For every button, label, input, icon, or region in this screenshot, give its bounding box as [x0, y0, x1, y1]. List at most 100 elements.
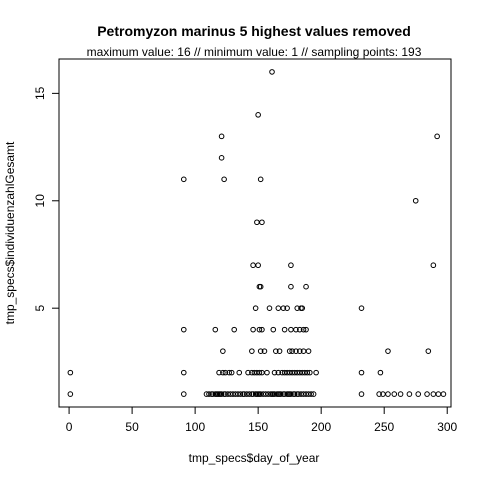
- data-point: [257, 348, 264, 354]
- data-point: [296, 326, 303, 333]
- data-point: [220, 369, 226, 376]
- data-point: [272, 348, 279, 354]
- data-point: [218, 155, 225, 161]
- data-point: [67, 391, 74, 397]
- data-point: [218, 391, 225, 397]
- data-point: [300, 326, 307, 333]
- data-point: [220, 348, 226, 354]
- data-point: [280, 305, 287, 311]
- data-point: [313, 369, 319, 376]
- data-point: [299, 305, 306, 311]
- data-point: [180, 176, 187, 183]
- data-point: [278, 391, 284, 397]
- data-point: [271, 369, 278, 376]
- data-point: [286, 348, 293, 354]
- data-point: [250, 262, 256, 269]
- data-point: [425, 348, 432, 354]
- data-point: [252, 305, 259, 311]
- data-point: [284, 305, 290, 311]
- data-point: [255, 262, 261, 269]
- data-point: [222, 369, 229, 376]
- data-point: [269, 69, 275, 75]
- data-point: [385, 348, 391, 354]
- data-point: [206, 391, 212, 397]
- data-point: [67, 369, 74, 376]
- data-point: [377, 369, 384, 376]
- data-point: [435, 391, 442, 397]
- data-point: [221, 176, 227, 183]
- data-point: [261, 348, 268, 354]
- data-point: [275, 369, 282, 376]
- chart-title: Petromyzon marinus 5 highest values remo…: [97, 23, 411, 39]
- data-point: [180, 391, 187, 397]
- data-point: [257, 283, 264, 290]
- data-point: [430, 262, 437, 269]
- data-point: [308, 391, 314, 397]
- y-tick-label: 10: [33, 194, 47, 208]
- data-point: [231, 326, 238, 333]
- data-point: [307, 369, 313, 376]
- data-point: [304, 369, 311, 376]
- data-point: [397, 391, 404, 397]
- chart-subtitle: maximum value: 16 // minimum value: 1 //…: [87, 45, 422, 59]
- x-tick-label: 150: [248, 420, 268, 434]
- data-point: [288, 326, 294, 333]
- data-point: [256, 326, 263, 333]
- data-point: [385, 391, 391, 397]
- data-point: [270, 326, 277, 333]
- data-point: [376, 391, 382, 397]
- data-point: [358, 391, 365, 397]
- data-point: [358, 305, 365, 311]
- data-point: [256, 369, 263, 376]
- data-point: [266, 305, 273, 311]
- x-tick-label: 100: [185, 420, 205, 434]
- data-point: [245, 369, 251, 376]
- x-tick-label: 250: [374, 420, 394, 434]
- data-point: [310, 391, 317, 397]
- x-tick-label: 200: [311, 420, 331, 434]
- x-axis: 0 50 100 150 200 250 300: [66, 406, 458, 434]
- data-point: [236, 369, 243, 376]
- data-point: [303, 326, 309, 333]
- data-points: [67, 69, 447, 397]
- data-point: [434, 133, 440, 140]
- data-point: [406, 391, 413, 397]
- data-point: [275, 305, 282, 311]
- data-point: [415, 391, 422, 397]
- data-point: [293, 326, 299, 333]
- data-point: [254, 219, 260, 226]
- y-axis-label: tmp_specs$individuenzahlGesamt: [3, 141, 17, 324]
- data-point: [288, 262, 294, 269]
- data-point: [293, 348, 299, 354]
- data-point: [296, 348, 303, 354]
- data-point: [288, 283, 294, 290]
- x-tick-label: 300: [437, 420, 457, 434]
- data-point: [305, 348, 312, 354]
- data-point: [289, 348, 295, 354]
- x-tick-label: 50: [125, 420, 139, 434]
- data-point: [255, 112, 261, 118]
- plot-frame: [58, 58, 452, 408]
- data-point: [412, 197, 419, 204]
- data-point: [391, 391, 398, 397]
- data-point: [218, 133, 225, 140]
- data-point: [291, 391, 298, 397]
- data-point: [440, 391, 447, 397]
- data-point: [216, 369, 222, 376]
- data-point: [249, 348, 255, 354]
- y-axis: 5 10 15: [33, 86, 60, 312]
- data-point: [259, 326, 265, 333]
- data-point: [250, 326, 256, 333]
- data-point: [180, 369, 187, 376]
- data-point: [264, 369, 270, 376]
- data-point: [246, 391, 253, 397]
- data-point: [303, 283, 309, 290]
- data-point: [430, 391, 437, 397]
- x-axis-label: tmp_specs$day_of_year: [189, 451, 320, 465]
- data-point: [259, 219, 265, 226]
- data-point: [257, 176, 264, 183]
- data-point: [276, 348, 283, 354]
- data-point: [237, 391, 244, 397]
- y-tick-label: 15: [33, 86, 47, 100]
- data-point: [358, 369, 365, 376]
